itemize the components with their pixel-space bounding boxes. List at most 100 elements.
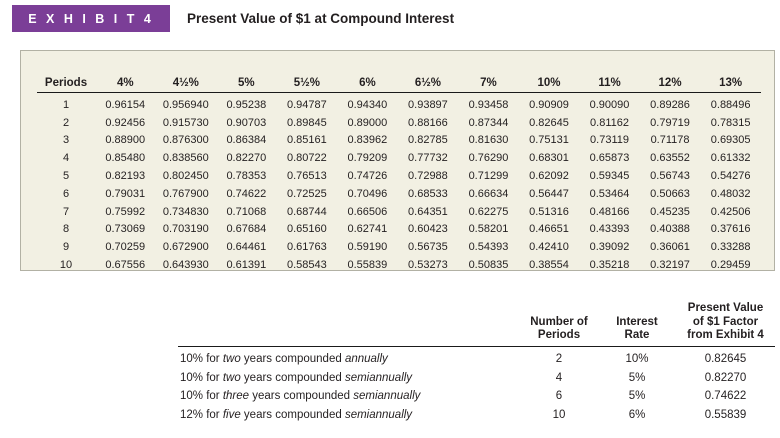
factor-cell: 0.73119 (590, 134, 629, 147)
factor-cell: 0.74726 (347, 170, 388, 183)
factor-cell: 0.71068 (226, 205, 267, 218)
factor-cell: 0.94787 (286, 98, 327, 111)
factor-cell: 0.58543 (286, 259, 327, 272)
factor-cell: 0.56447 (529, 187, 569, 200)
factor-cell: 0.42410 (529, 241, 569, 254)
period-cell: 2 (62, 116, 70, 129)
factor-cell: 0.62741 (347, 223, 388, 236)
pv-col-header-periods: Periods (37, 59, 95, 93)
pv-col-header-rate: 5½% (276, 59, 338, 93)
desc-segment: 10% for (180, 371, 223, 384)
factor-cell: 0.75992 (105, 205, 146, 218)
factor-cell: 0.55839 (347, 259, 388, 272)
period-cell: 8 (62, 223, 70, 236)
col-header-pv-factor: Present Value of $1 Factor from Exhibit … (676, 302, 775, 347)
factor-cell: 0.672900 (162, 241, 209, 254)
factor-cell: 0.73069 (105, 223, 146, 236)
factor-cell: 0.54276 (710, 170, 751, 183)
calc-table-section: Number of Periods Interest Rate Present … (178, 302, 775, 424)
factor-cell: 0.79209 (347, 152, 388, 165)
factor-cell: 0.45235 (650, 205, 690, 218)
table-row: 10 0.67556 0.643930 0.61391 0.58543 0.55839 0.… (37, 256, 761, 274)
pv-table-body: 1 0.96154 0.956940 0.95238 0.94787 0.94340 0.9… (37, 93, 761, 274)
factor-cell: 0.66634 (468, 187, 509, 200)
factor-cell: 0.60423 (408, 223, 448, 236)
col-header-number-of-periods: Number of Periods (520, 302, 598, 347)
factor-cell: 0.71299 (468, 170, 509, 183)
factor-cell: 0.72525 (286, 187, 327, 200)
table-row: 5 0.82193 0.802450 0.78353 0.76513 0.74726 0.7… (37, 167, 761, 185)
pv-col-header-rate: 13% (700, 59, 761, 93)
factor-cell: 0.76290 (468, 152, 509, 165)
page-title: Present Value of $1 at Compound Interest (187, 11, 455, 26)
factor-cell: 0.90090 (589, 98, 630, 111)
factor-cell: 0.56743 (650, 170, 690, 183)
table-row: 4 0.85480 0.838560 0.82270 0.80722 0.79209 0.7… (37, 149, 761, 167)
calc-row: 12% for five years compounded semiannual… (178, 406, 775, 425)
factor-cell: 0.75131 (529, 134, 569, 147)
factor-cell: 0.68533 (408, 187, 448, 200)
factor-cell: 0.64461 (226, 241, 267, 254)
factor-cell: 0.69305 (710, 134, 751, 147)
table-row: 1 0.96154 0.956940 0.95238 0.94787 0.94340 0.9… (37, 93, 761, 114)
factor-cell: 0.64351 (408, 205, 448, 218)
desc-segment: years compounded (240, 408, 345, 421)
factor-cell: 0.36061 (650, 241, 690, 254)
factor-cell: 0.767900 (162, 187, 209, 200)
desc-segment: 10% for (180, 390, 223, 403)
calc-row: 10% for three years compounded semiannua… (178, 387, 775, 406)
table-row: 8 0.73069 0.703190 0.67684 0.65160 0.62741 0.6… (37, 221, 761, 239)
factor-cell: 0.802450 (162, 170, 209, 183)
factor-cell: 0.70259 (105, 241, 146, 254)
factor-cell: 0.71178 (650, 134, 690, 147)
factor-cell: 0.89000 (347, 116, 388, 129)
factor-cell: 0.96154 (105, 98, 146, 111)
period-cell: 10 (59, 259, 73, 272)
calc-table-head: Number of Periods Interest Rate Present … (178, 302, 775, 347)
factor-cell: 0.876300 (162, 134, 209, 147)
factor-cell: 0.93458 (468, 98, 509, 111)
table-row: 6 0.79031 0.767900 0.74622 0.72525 0.70496 0.6… (37, 185, 761, 203)
calc-rate-cell: 5% (628, 390, 646, 403)
period-cell: 1 (62, 98, 70, 111)
pv-col-header-rate: 4% (95, 59, 156, 93)
factor-cell: 0.703190 (162, 223, 209, 236)
factor-cell: 0.76513 (286, 170, 327, 183)
factor-cell: 0.89286 (650, 98, 690, 111)
calc-table-body: 10% for two years compounded annually 2 10… (178, 346, 775, 424)
calc-desc-cell: 10% for two years compounded semiannuall… (178, 368, 520, 387)
factor-cell: 0.79719 (650, 116, 690, 129)
factor-cell: 0.62275 (468, 205, 509, 218)
factor-cell: 0.32197 (650, 259, 690, 272)
factor-cell: 0.915730 (162, 116, 209, 129)
desc-segment: 10% for (180, 352, 223, 365)
factor-cell: 0.66506 (347, 205, 388, 218)
factor-cell: 0.92456 (105, 116, 146, 129)
pv-col-header-rate: 11% (579, 59, 640, 93)
factor-cell: 0.86384 (226, 134, 267, 147)
col-header-description (178, 302, 520, 347)
period-cell: 5 (62, 170, 70, 183)
pv-table-head: Periods 4% 4½% 5% 5½% 6% 6½% 7% 10% 11% 12% 13% (37, 59, 761, 93)
factor-cell: 0.43393 (589, 223, 630, 236)
factor-cell: 0.78315 (710, 116, 751, 129)
factor-cell: 0.67556 (105, 259, 146, 272)
factor-cell: 0.58201 (468, 223, 509, 236)
calc-periods-cell: 2 (555, 352, 563, 365)
calc-factor-cell: 0.74622 (704, 390, 747, 403)
calc-table: Number of Periods Interest Rate Present … (178, 302, 775, 424)
factor-cell: 0.88166 (408, 116, 448, 129)
factor-cell: 0.83962 (347, 134, 388, 147)
calc-periods-cell: 10 (552, 408, 566, 421)
table-row: 2 0.92456 0.915730 0.90703 0.89845 0.89000 0.8… (37, 114, 761, 132)
factor-cell: 0.68301 (529, 152, 569, 165)
desc-segment: three (222, 390, 250, 403)
calc-periods-cell: 4 (555, 371, 563, 384)
factor-cell: 0.956940 (162, 98, 209, 111)
factor-cell: 0.48166 (589, 205, 630, 218)
factor-cell: 0.93897 (408, 98, 448, 111)
pv-col-header-rate: 4½% (155, 59, 217, 93)
factor-cell: 0.42506 (710, 205, 751, 218)
pv-table-header-row: Periods 4% 4½% 5% 5½% 6% 6½% 7% 10% 11% 12% 13% (37, 59, 761, 93)
